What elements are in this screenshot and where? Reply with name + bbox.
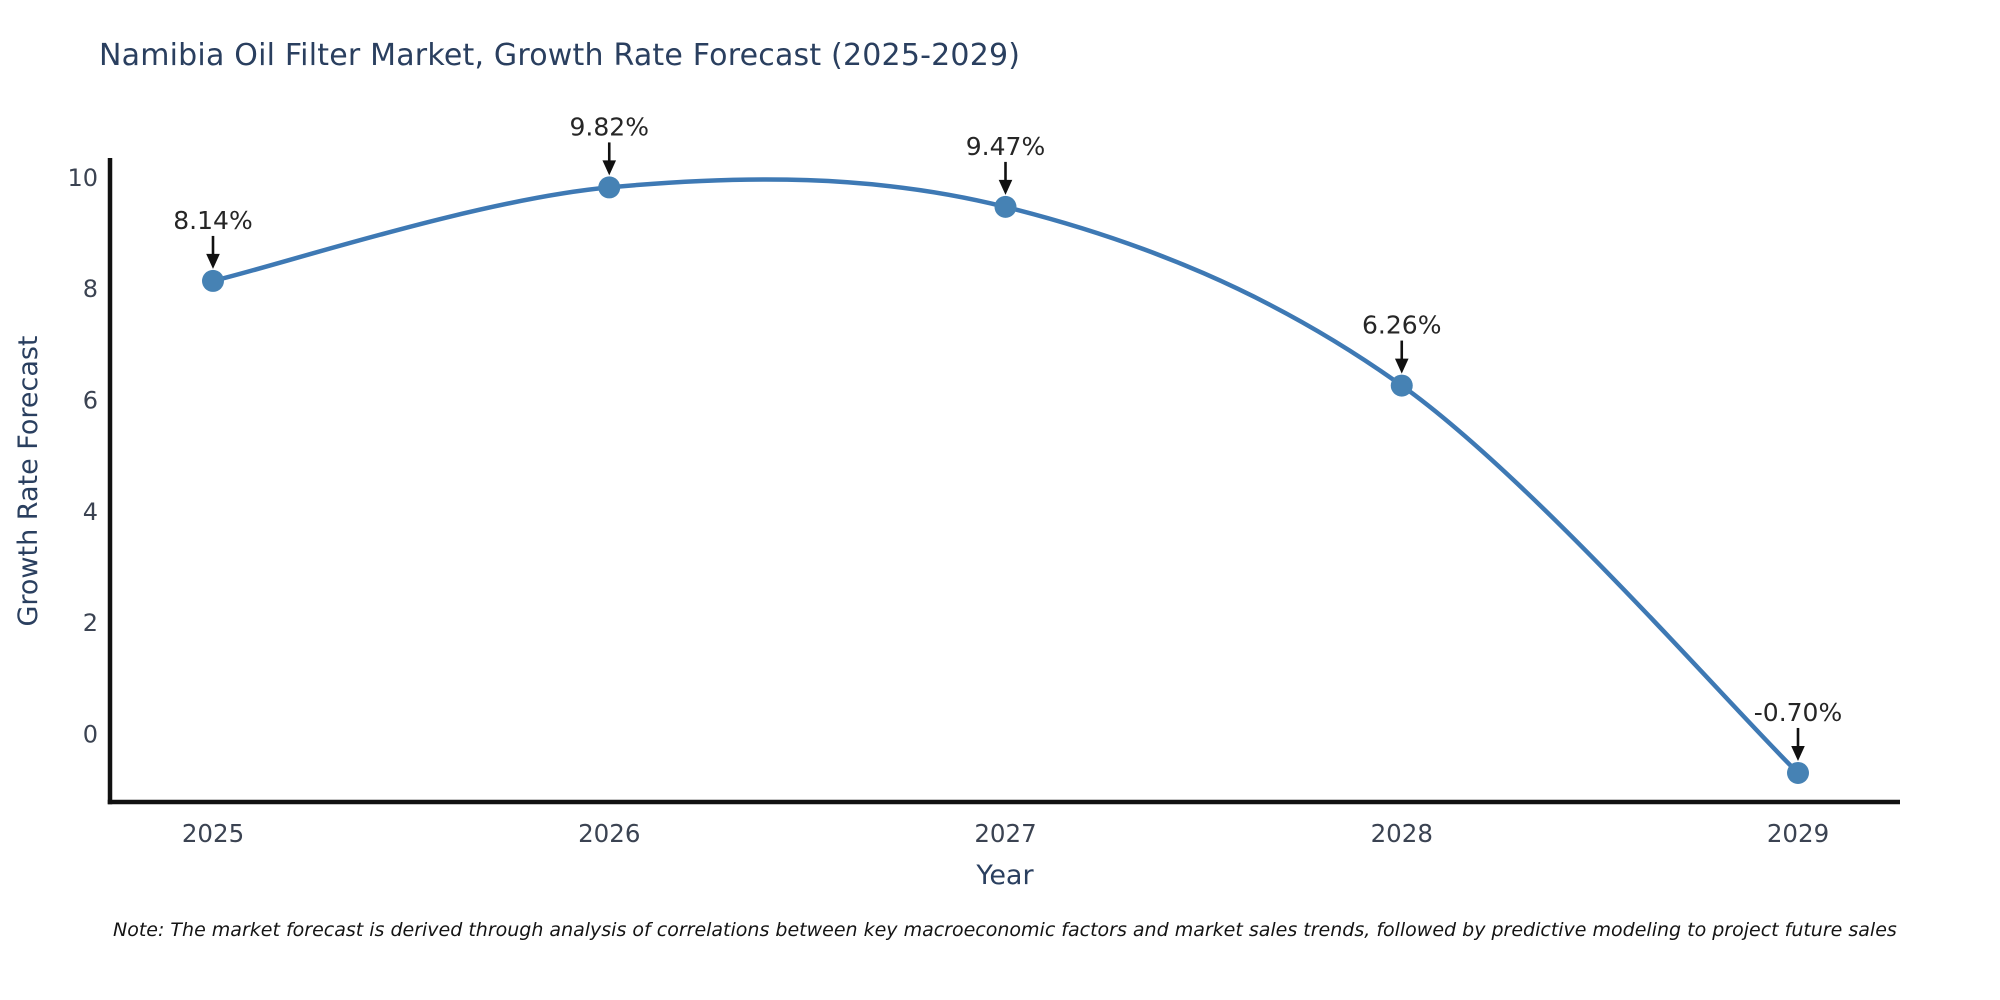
y-tick-label: 2 xyxy=(83,609,98,637)
data-point-2027[interactable] xyxy=(994,195,1017,218)
data-point-2025[interactable] xyxy=(202,269,224,292)
x-tick-label: 2025 xyxy=(182,819,244,848)
annotation-arrow-head xyxy=(602,160,617,176)
y-tick-label: 0 xyxy=(83,721,98,749)
x-tick-label: 2029 xyxy=(1767,819,1829,848)
annotation-arrow-head xyxy=(206,253,220,269)
y-axis-title: Growth Rate Forecast xyxy=(13,335,44,627)
data-point-2026[interactable] xyxy=(598,176,621,199)
data-point-2029[interactable] xyxy=(1787,761,1809,784)
y-tick-label: 8 xyxy=(83,275,98,303)
x-tick-label: 2027 xyxy=(974,819,1036,848)
y-tick-label: 4 xyxy=(83,498,98,526)
x-tick-label: 2026 xyxy=(578,819,640,848)
annotation-label: 8.14% xyxy=(173,206,252,235)
x-tick-label: 2028 xyxy=(1371,819,1433,848)
annotation-label: 9.82% xyxy=(570,112,649,141)
annotation-arrow-head xyxy=(1394,358,1409,374)
annotation-arrow-head xyxy=(998,179,1013,195)
annotation-label: 9.47% xyxy=(966,132,1045,161)
chart-title: Namibia Oil Filter Market, Growth Rate F… xyxy=(99,38,1021,73)
x-axis-title: Year xyxy=(976,860,1034,891)
annotation-label: -0.70% xyxy=(1754,698,1842,727)
annotation-arrow-head xyxy=(1791,745,1805,761)
footnote: Note: The market forecast is derived thr… xyxy=(113,919,1897,941)
y-tick-label: 6 xyxy=(83,387,98,415)
data-point-2028[interactable] xyxy=(1390,374,1413,397)
forecast-spline-line xyxy=(210,177,1801,776)
annotation-label: 6.26% xyxy=(1362,311,1441,340)
y-tick-label: 10 xyxy=(67,164,98,192)
